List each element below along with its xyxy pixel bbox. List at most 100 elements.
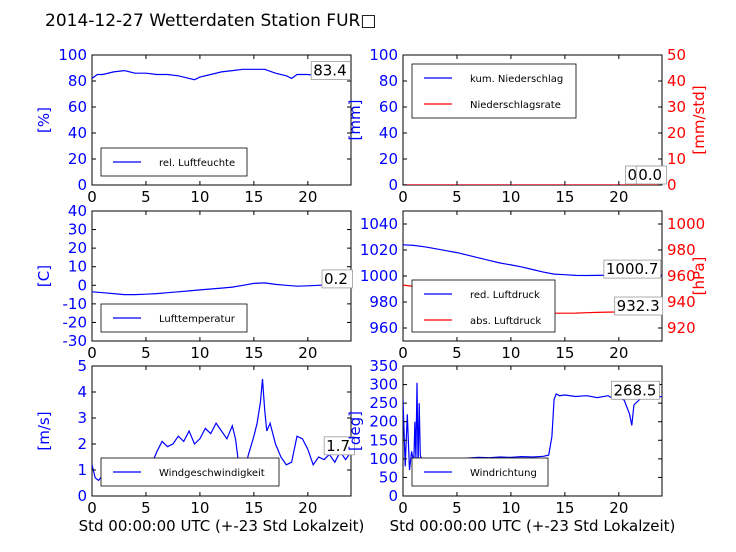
y-tick-label: 960 [369,319,398,337]
y-tick-label: 150 [369,431,398,449]
y-tick-label: 20 [379,150,398,168]
x-tick-label: 15 [555,344,574,362]
panel-precip: 0 5 10 15 20 0 20 40 60 80 100 0 10 20 30 40 50 [mm] [mm/s… [346,46,708,206]
value-annotation: 268.5 [613,381,656,399]
x-tick-label: 10 [501,499,520,517]
series-line-humidity-0 [92,68,351,81]
y-tick-label: 980 [369,293,398,311]
y-tick-label: 100 [58,46,87,64]
x-tick-label: 0 [398,344,408,362]
y2-tick-label: 980 [667,241,696,259]
y2-tick-label: 960 [667,267,696,285]
y2-tick-label: 40 [667,72,686,90]
y-tick-label: 100 [369,450,398,468]
y-tick-label: 1020 [360,241,398,259]
x-tick-label: 15 [555,499,574,517]
y-tick-label: 40 [379,124,398,142]
y-axis-label: [C] [35,265,53,287]
y-tick-label: -30 [63,332,88,350]
x-tick-label: 0 [398,499,408,517]
x-tick-label: 0 [87,344,97,362]
y-tick-label: 0 [77,176,87,194]
y-tick-label: 80 [68,72,87,90]
y2-tick-label: 0 [667,176,677,194]
y2-axis-label: [mm/std] [690,85,708,154]
y-tick-label: 350 [369,357,398,375]
value-annotation: 83.4 [313,62,346,80]
y-tick-label: 40 [68,124,87,142]
y-tick-label: 5 [77,357,87,375]
legend-label: Windgeschwindigkeit [159,468,265,479]
x-tick-label: 5 [141,188,151,206]
y-tick-label: 2 [77,435,87,453]
legend-box [411,279,556,333]
legend-label: rel. Luftfeuchte [159,158,235,169]
x-tick-label: 10 [501,344,520,362]
value-annotation-secondary: 0.0 [638,166,662,184]
y-tick-label: 4 [77,383,87,401]
legend-box [411,63,577,119]
y-tick-label: 0 [388,176,398,194]
value-annotation-secondary-box [614,296,664,316]
x-tick-label: 15 [244,499,263,517]
y-tick-label: 3 [77,409,87,427]
legend-label: abs. Luftdruck [470,316,541,327]
panel-pressure: 0 5 10 15 20 960 980 1000 1020 1040 920 940 960 980 10… [360,210,708,362]
y-tick-label: 1040 [360,215,398,233]
x-tick-label: 15 [244,188,263,206]
x-tick-label: 5 [452,344,462,362]
value-annotation-box [603,259,662,279]
x-tick-label: 10 [501,188,520,206]
x-tick-label: 0 [87,499,97,517]
x-tick-label: 15 [244,344,263,362]
y-tick-label: 50 [379,468,398,486]
y-tick-label: 60 [68,98,87,116]
y-tick-label: 0 [77,276,87,294]
y-tick-label: 0 [388,487,398,505]
y-tick-label: 20 [68,150,87,168]
y-tick-label: 80 [379,72,398,90]
value-annotation-box [321,269,353,289]
value-annotation: 1.7 [326,437,350,455]
legend-label: kum. Niederschlag [470,74,563,85]
x-tick-label: 0 [398,188,408,206]
panel-humidity: 0 5 10 15 20 0 20 40 60 80 100 [%] 83.4 rel. Luftfeuc… [35,46,352,206]
y2-tick-label: 10 [667,150,686,168]
y2-tick-label: 940 [667,293,696,311]
x-tick-label: 10 [190,188,209,206]
y-axis-label: [deg] [346,411,364,451]
y-axis-label: [%] [35,107,53,133]
y-tick-label: 30 [68,221,87,239]
x-tick-label: 20 [609,344,628,362]
value-annotation-box [310,61,351,80]
y-tick-label: 1000 [360,267,398,285]
x-tick-label: 15 [555,188,574,206]
y2-tick-label: 1000 [667,215,705,233]
legend-label: red. Luftdruck [470,290,540,301]
legend-label: Niederschlagsrate [470,100,561,111]
y-tick-label: 100 [369,46,398,64]
x-axis-label: Std 00:00:00 UTC (+-23 Std Lokalzeit) [79,517,365,535]
x-tick-label: 20 [298,344,317,362]
value-annotation-box [611,380,660,400]
value-annotation-secondary: 932.3 [617,297,660,315]
x-tick-label: 20 [298,188,317,206]
y2-tick-label: 30 [667,98,686,116]
y-tick-label: -10 [63,295,88,313]
y-tick-label: 300 [369,376,398,394]
y-tick-label: 250 [369,394,398,412]
x-tick-label: 5 [141,344,151,362]
y-tick-label: 40 [68,202,87,220]
y-tick-label: 200 [369,413,398,431]
x-tick-label: 20 [298,499,317,517]
y-tick-label: 10 [68,258,87,276]
legend-label: Windrichtung [470,468,537,479]
figure-title: 2014-12-27 Wetterdaten Station FUR□ [45,11,376,31]
y2-axis-label: [hPa] [690,257,708,296]
x-tick-label: 5 [452,188,462,206]
y-axis-label: [m/s] [35,411,53,450]
x-tick-label: 0 [87,188,97,206]
